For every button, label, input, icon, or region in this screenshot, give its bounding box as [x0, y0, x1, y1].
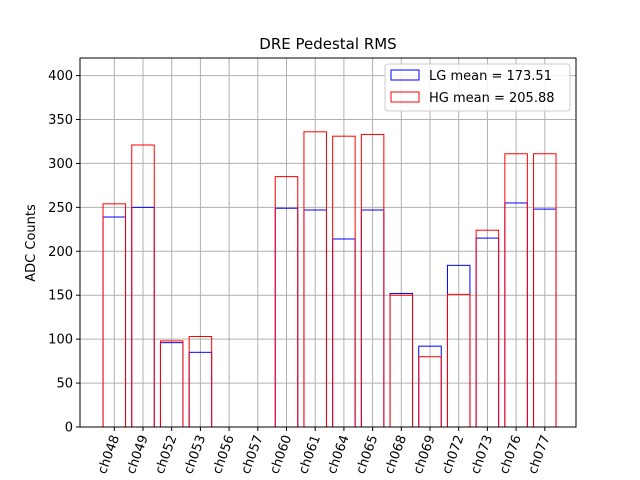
x-tick-label: ch064 [325, 433, 353, 476]
x-tick-label: ch056 [210, 433, 238, 476]
x-tick-label: ch057 [239, 433, 267, 476]
y-tick-label: 300 [48, 157, 73, 172]
y-tick-label: 50 [56, 377, 73, 392]
chart-title: DRE Pedestal RMS [259, 35, 396, 53]
x-tick-label: ch073 [468, 433, 496, 476]
y-tick-label: 350 [48, 113, 73, 128]
y-axis-label: ADC Counts [24, 204, 39, 282]
x-tick-label: ch065 [354, 433, 382, 476]
y-tick-label: 200 [48, 245, 73, 260]
y-tick-label: 400 [48, 69, 73, 84]
y-tick-label: 250 [48, 201, 73, 216]
x-tick-label: ch060 [267, 433, 295, 476]
plot-frame [79, 57, 577, 428]
y-tick-label: 0 [65, 421, 73, 436]
x-tick-label: ch049 [124, 433, 152, 476]
legend-swatch-hg [390, 91, 420, 103]
grid-layer [80, 58, 576, 428]
x-tick-label: ch068 [382, 433, 410, 476]
y-tick-label: 150 [48, 289, 73, 304]
y-tick-label: 100 [48, 333, 73, 348]
legend-box [384, 63, 571, 112]
x-tick-label: ch048 [95, 433, 123, 476]
legend-swatch-lg [390, 69, 420, 81]
x-tick-label: ch061 [296, 433, 324, 476]
legend-label-hg: HG mean = 205.88 [429, 91, 555, 106]
x-tick-label: ch076 [497, 433, 525, 476]
x-tick-label: ch053 [181, 433, 209, 476]
x-tick-label: ch052 [153, 433, 181, 476]
x-tick-label: ch072 [440, 433, 468, 476]
legend-label-lg: LG mean = 173.51 [429, 69, 552, 84]
x-tick-label: ch077 [526, 433, 554, 476]
legend: LG mean = 173.51 HG mean = 205.88 [384, 63, 571, 112]
x-tick-label: ch069 [411, 433, 439, 476]
